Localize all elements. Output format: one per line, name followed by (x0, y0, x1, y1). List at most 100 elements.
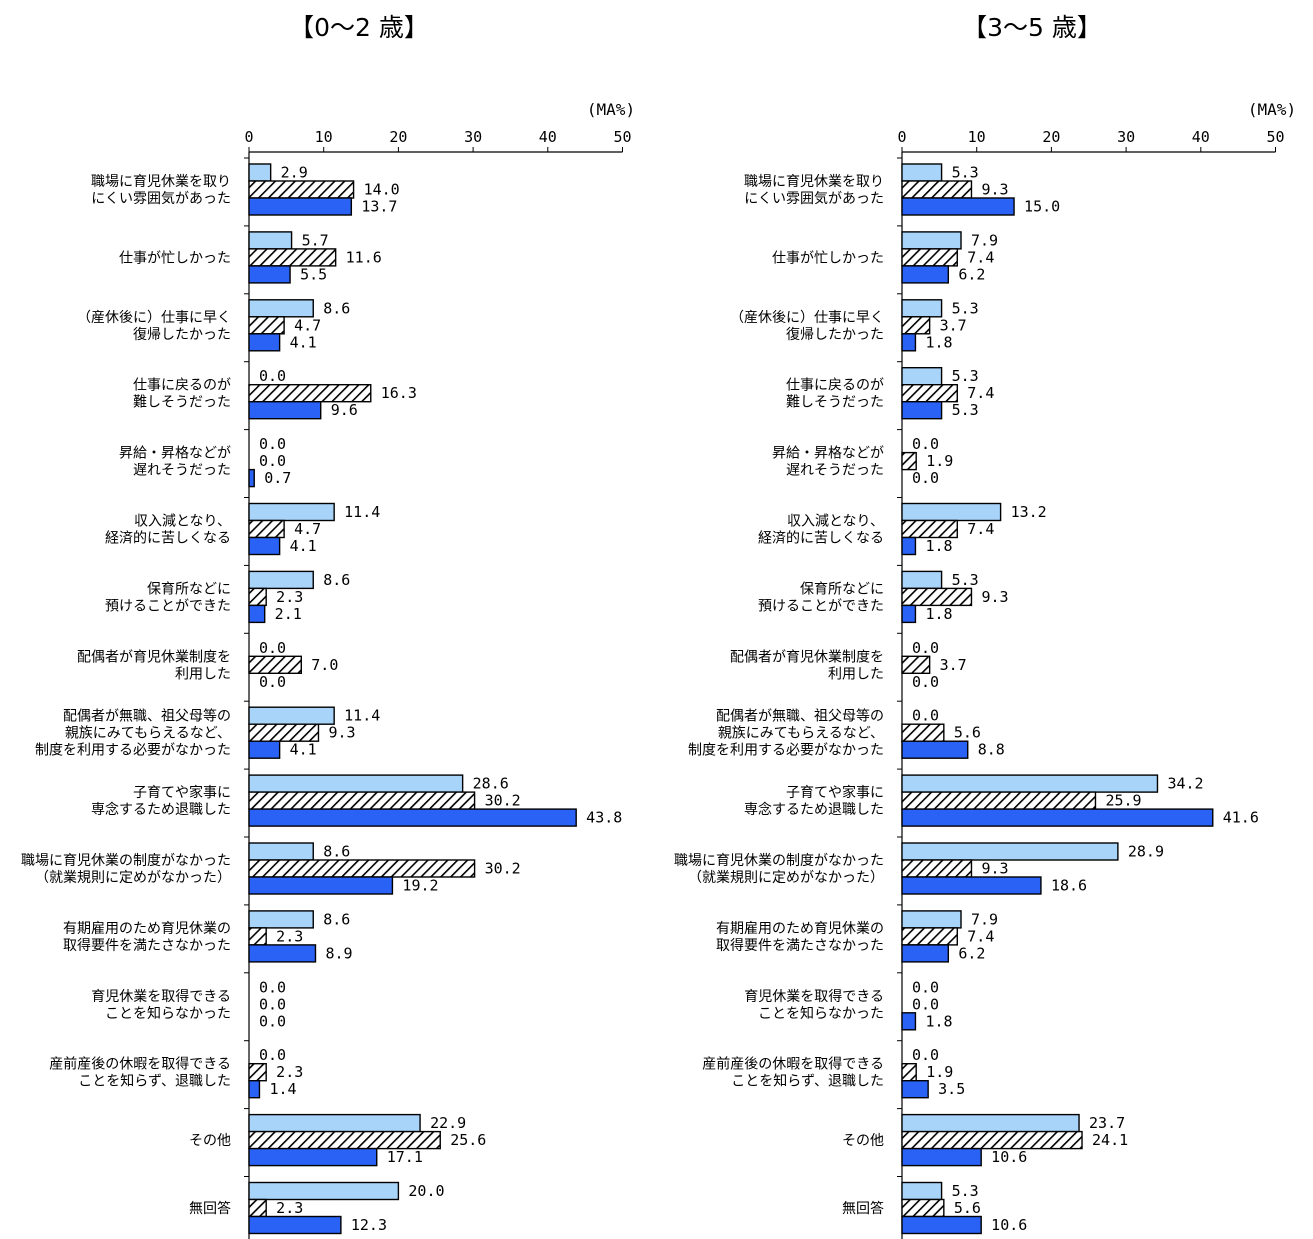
bar-blue (901, 604, 917, 624)
data-label: 7.4 (967, 927, 994, 945)
data-label: 0.0 (259, 367, 286, 385)
data-label: 11.6 (346, 248, 382, 266)
bar-hatched (248, 723, 320, 742)
data-label: 20.0 (408, 1182, 444, 1200)
bar-blue (901, 401, 943, 420)
x-tick-label: 10 (315, 128, 333, 146)
bar-hatched (901, 587, 973, 607)
category-label: （産休後に）仕事に早く復帰したかった (77, 310, 231, 343)
data-label: 15.0 (1024, 198, 1060, 216)
bar-light-blue (901, 231, 962, 250)
bar-light-blue (248, 502, 335, 522)
data-label: 1.9 (926, 1063, 953, 1081)
bar-blue (901, 876, 1042, 895)
data-label: 0.0 (912, 639, 939, 657)
bar-blue (248, 1079, 261, 1099)
category-label: 配偶者が育児休業制度を利用した (730, 649, 884, 682)
bar-blue (248, 1147, 378, 1167)
bar-blue (901, 197, 1015, 216)
category-label: 職場に育児休業を取りにくい雰囲気があった (744, 174, 884, 207)
category-label: 無回答 (842, 1200, 884, 1217)
bar-blue (248, 808, 577, 827)
bar-hatched (248, 316, 285, 335)
data-label: 23.7 (1089, 1114, 1125, 1132)
bar-blue (901, 536, 917, 556)
bar-blue (901, 740, 969, 759)
data-label: 0.0 (912, 469, 939, 487)
data-label: 17.1 (387, 1148, 423, 1166)
bar-hatched (248, 180, 355, 199)
bar-light-blue (248, 231, 293, 250)
bar-hatched (248, 248, 337, 267)
category-label: 収入減となり、経済的に苦しくなる (105, 513, 231, 547)
data-label: 12.3 (351, 1216, 387, 1234)
x-tick-label: 50 (1266, 128, 1284, 146)
data-label: 1.8 (925, 333, 952, 351)
data-label: 1.4 (269, 1080, 296, 1098)
data-label: 0.0 (912, 978, 939, 996)
bar-light-blue (248, 706, 335, 725)
bar-hatched (248, 384, 372, 403)
data-label: 5.3 (952, 164, 979, 182)
data-label: 9.3 (981, 588, 1008, 606)
bar-light-blue (901, 570, 943, 590)
data-label: 28.9 (1128, 843, 1164, 861)
data-label: 11.4 (344, 503, 380, 521)
data-label: 10.6 (991, 1148, 1027, 1166)
category-label: 仕事が忙しかった (119, 250, 231, 266)
data-label: 8.6 (323, 571, 350, 589)
data-label: 0.0 (259, 435, 286, 453)
data-label: 1.8 (925, 1012, 952, 1030)
category-label: 昇給・昇格などが遅れそうだった (772, 446, 884, 479)
bar-hatched (248, 927, 267, 946)
data-label: 2.3 (276, 927, 303, 945)
data-label: 7.9 (971, 231, 998, 249)
bar-blue (248, 468, 255, 488)
bar-blue (901, 1079, 929, 1099)
category-label: 産前産後の休暇を取得できることを知らず、退職した (702, 1056, 884, 1090)
bar-blue (901, 1012, 917, 1031)
data-label: 9.3 (328, 724, 355, 742)
bar-hatched (901, 248, 958, 267)
bar-light-blue (248, 910, 314, 929)
data-label: 2.9 (281, 164, 308, 182)
bar-hatched (901, 1062, 917, 1082)
bar-light-blue (901, 163, 943, 182)
bar-light-blue (901, 367, 943, 386)
data-label: 18.6 (1051, 877, 1087, 895)
data-label: 8.6 (323, 843, 350, 861)
category-label: 有期雇用のため育児休業の取得要件を満たさなかった (716, 920, 884, 954)
x-tick-label: 50 (613, 128, 631, 146)
data-label: 0.0 (912, 435, 939, 453)
data-label: 25.9 (1105, 792, 1141, 810)
data-label: 4.7 (294, 520, 321, 538)
data-label: 5.5 (300, 265, 327, 283)
data-label: 4.7 (294, 316, 321, 334)
data-label: 5.7 (302, 231, 329, 249)
data-label: 24.1 (1092, 1131, 1128, 1149)
bar-blue (248, 944, 317, 963)
category-label: 保育所などに預けることができた (758, 581, 884, 614)
bar-hatched (248, 1130, 441, 1150)
category-label: 職場に育児休業の制度がなかった（就業規則に定めがなかった） (21, 853, 231, 886)
bar-light-blue (248, 1181, 400, 1201)
data-label: 8.9 (325, 944, 352, 962)
x-tick-label: 40 (1192, 128, 1210, 146)
data-label: 13.7 (361, 198, 397, 216)
category-label: 育児休業を取得できることを知らなかった (744, 988, 884, 1022)
bar-hatched (248, 655, 302, 674)
chart-title-left: 【0～2 歳】 (289, 13, 429, 42)
category-label: 産前産後の休暇を取得できることを知らず、退職した (49, 1056, 231, 1090)
data-label: 1.9 (926, 452, 953, 470)
data-label: 9.3 (981, 181, 1008, 199)
data-label: 4.1 (290, 333, 317, 351)
x-tick-label: 30 (1117, 128, 1135, 146)
data-label: 5.3 (952, 401, 979, 419)
bar-blue (248, 197, 353, 216)
category-label: その他 (842, 1133, 884, 1149)
bar-light-blue (248, 1113, 421, 1133)
x-tick-label: 10 (968, 128, 986, 146)
data-label: 3.7 (940, 316, 967, 334)
data-label: 0.0 (259, 978, 286, 996)
